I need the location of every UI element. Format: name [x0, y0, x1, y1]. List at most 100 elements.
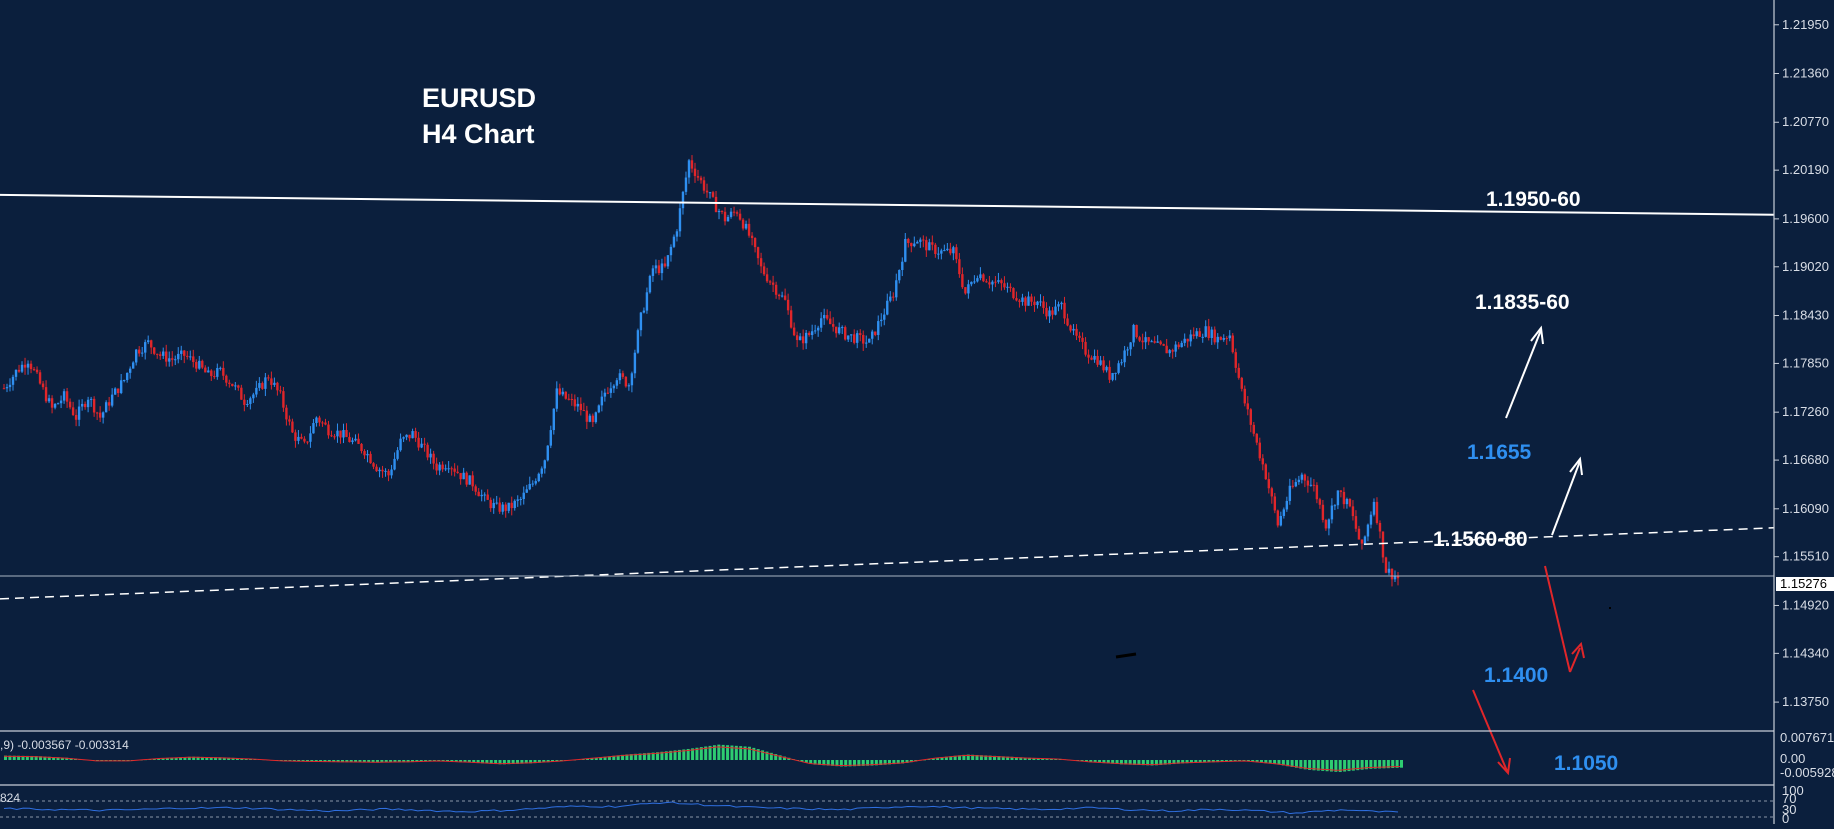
macd-bar: [546, 760, 550, 763]
candle-body: [348, 436, 351, 443]
macd-bar: [756, 749, 760, 760]
candle-body: [480, 494, 483, 497]
macd-bar: [1373, 760, 1377, 769]
y-tick-label: 1.21950: [1782, 17, 1829, 32]
macd-bar: [1203, 760, 1207, 763]
candle-body: [877, 321, 880, 335]
macd-bar: [870, 760, 874, 766]
candle-body: [681, 191, 685, 209]
macd-bar: [1089, 760, 1093, 763]
macd-bar: [332, 760, 336, 763]
macd-bar: [673, 750, 677, 760]
candle-body: [690, 160, 694, 169]
macd-tick-labels: 0.007671 0.00-0.005928: [1780, 730, 1834, 780]
macd-tick-label: 0.00: [1780, 751, 1805, 766]
candle-body: [198, 360, 201, 369]
macd-bar: [826, 760, 830, 766]
candle-body: [98, 412, 102, 418]
candle-body: [859, 333, 862, 335]
macd-bar: [1124, 760, 1128, 765]
macd-bar: [1325, 760, 1329, 772]
macd-bar: [647, 752, 651, 760]
macd-bar: [362, 760, 366, 763]
candle-body: [225, 375, 228, 383]
candle-body: [462, 472, 465, 480]
candle-body: [825, 315, 829, 319]
candle-body: [279, 390, 282, 392]
candle-body: [147, 340, 150, 343]
macd-bar: [883, 760, 887, 765]
candle-body: [1066, 318, 1069, 326]
candle-body: [834, 326, 838, 334]
macd-bar: [319, 760, 323, 762]
macd-bar: [441, 760, 445, 762]
macd-bar: [844, 760, 848, 767]
candle-body: [1087, 354, 1090, 358]
candle-body: [1096, 355, 1099, 365]
candle-body: [1357, 528, 1361, 540]
macd-bar: [629, 754, 633, 760]
macd-bar: [12, 755, 16, 760]
candle-body: [345, 429, 348, 437]
candle-body: [159, 354, 162, 356]
candle-body: [570, 399, 574, 401]
candle-body: [288, 419, 291, 422]
macd-bar: [1321, 760, 1325, 771]
level-label-1655: 1.1655: [1467, 441, 1532, 464]
candle-body: [543, 460, 546, 469]
candle-body: [847, 335, 850, 340]
candle-body: [642, 310, 646, 313]
macd-bar: [1382, 760, 1386, 769]
macd-bar: [349, 760, 353, 763]
macd-bar: [984, 755, 988, 760]
candle-body: [756, 247, 760, 259]
candle-body: [501, 504, 504, 512]
candle-body: [961, 274, 964, 288]
macd-bar: [1290, 760, 1294, 768]
macd-bar: [1224, 760, 1228, 762]
candle-body: [952, 247, 955, 254]
macd-bar: [993, 755, 997, 760]
candle-body: [1189, 334, 1192, 342]
candle-body: [892, 296, 895, 298]
candle-body: [74, 415, 78, 420]
macd-bar: [879, 760, 883, 766]
candle-body: [357, 438, 360, 444]
y-tick-label: 1.13750: [1782, 694, 1829, 709]
candle-body: [615, 380, 619, 386]
candle-body: [1276, 510, 1280, 526]
candle-body: [92, 398, 96, 413]
candle-body: [1207, 326, 1210, 339]
candle-body: [856, 333, 859, 343]
candle-body: [1090, 357, 1093, 360]
macd-bar: [485, 760, 489, 764]
candle-body: [777, 294, 781, 297]
candle-body: [1333, 505, 1337, 507]
macd-bar: [677, 749, 681, 760]
candle-body: [982, 274, 985, 282]
candle-body: [922, 239, 925, 241]
candle-body: [330, 435, 333, 437]
macd-bar: [612, 755, 616, 760]
macd-bar: [599, 757, 603, 760]
macd-bar: [695, 747, 699, 760]
candle-body: [134, 349, 138, 363]
macd-bar: [1294, 760, 1298, 768]
candle-body: [708, 192, 712, 194]
candle-body: [1051, 310, 1054, 315]
candle-body: [1069, 325, 1072, 331]
candle-body: [438, 464, 441, 471]
candle-body: [546, 445, 549, 461]
macd-bar: [831, 760, 835, 766]
candle-body: [612, 385, 616, 389]
candle-body: [17, 369, 21, 372]
macd-bar: [165, 757, 169, 760]
macd-bar: [817, 760, 821, 765]
candle-body: [1270, 488, 1274, 497]
macd-bar: [966, 754, 970, 760]
macd-bar: [1277, 760, 1281, 765]
macd-bar: [17, 755, 21, 760]
candle-body: [744, 223, 748, 229]
candle-body: [594, 412, 598, 423]
candle-body: [907, 238, 910, 244]
